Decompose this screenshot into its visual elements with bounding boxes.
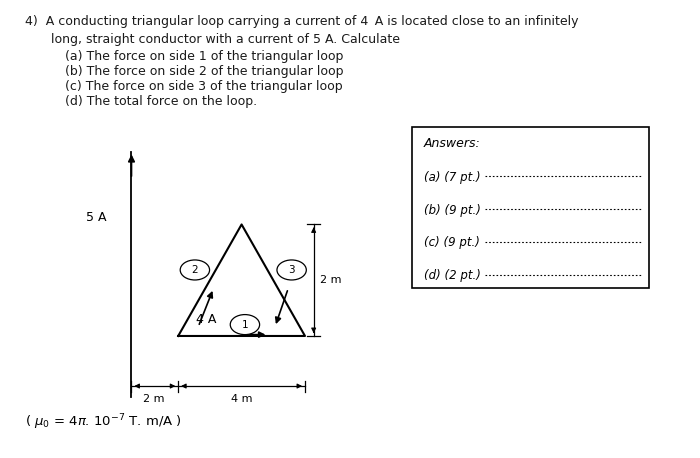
Text: 2: 2 [192, 265, 198, 275]
Text: ( $\mu_0$ = 4$\pi$. 10$^{-7}$ T. m/A ): ( $\mu_0$ = 4$\pi$. 10$^{-7}$ T. m/A ) [25, 412, 181, 431]
Text: (d) (2 pt.): (d) (2 pt.) [424, 269, 481, 282]
Text: 2 m: 2 m [321, 275, 342, 285]
Text: 1: 1 [241, 320, 248, 330]
Text: (c) (9 pt.): (c) (9 pt.) [424, 236, 480, 249]
Text: 3: 3 [288, 265, 295, 275]
Text: Answers:: Answers: [424, 136, 480, 150]
Circle shape [180, 260, 209, 280]
Text: 4 A: 4 A [196, 313, 216, 326]
Text: (a) (7 pt.): (a) (7 pt.) [424, 171, 480, 184]
Text: 2 m: 2 m [143, 394, 164, 404]
Text: (a) The force on side 1 of the triangular loop: (a) The force on side 1 of the triangula… [65, 50, 343, 63]
Text: 4)  A conducting triangular loop carrying a current of 4  A is located close to : 4) A conducting triangular loop carrying… [25, 15, 578, 28]
Circle shape [277, 260, 307, 280]
Text: (c) The force on side 3 of the triangular loop: (c) The force on side 3 of the triangula… [65, 80, 342, 93]
Text: (b) The force on side 2 of the triangular loop: (b) The force on side 2 of the triangula… [65, 65, 343, 78]
Text: (b) (9 pt.): (b) (9 pt.) [424, 203, 481, 217]
Text: 5 A: 5 A [86, 211, 107, 224]
Text: (d) The total force on the loop.: (d) The total force on the loop. [65, 95, 257, 108]
Text: 4 m: 4 m [231, 394, 252, 404]
Text: long, straight conductor with a current of 5 A. Calculate: long, straight conductor with a current … [51, 33, 400, 46]
Circle shape [230, 315, 260, 335]
FancyBboxPatch shape [412, 126, 649, 288]
